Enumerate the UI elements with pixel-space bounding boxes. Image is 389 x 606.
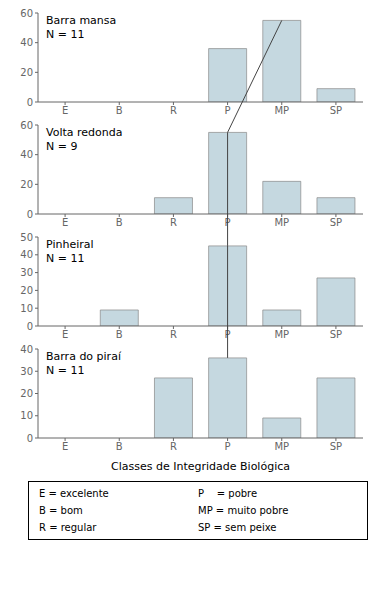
svg-text:P: P	[225, 217, 231, 228]
html-text:P = pobre: P = pobre	[198, 488, 258, 499]
svg-text:R: R	[170, 441, 177, 452]
svg-text:SP: SP	[330, 217, 342, 228]
html-text:Barra mansa: Barra mansa	[46, 14, 117, 27]
svg-text:R: R	[170, 105, 177, 116]
svg-text:B: B	[116, 329, 123, 340]
svg-text:40: 40	[20, 249, 33, 260]
svg-text:B: B	[116, 217, 123, 228]
svg-text:30: 30	[20, 267, 33, 278]
svg-text:SP: SP	[330, 329, 342, 340]
html-text:Volta redonda: Volta redonda	[46, 126, 123, 139]
html-text:Pinheiral: Pinheiral	[46, 238, 94, 251]
svg-text:0: 0	[27, 209, 33, 220]
svg-text:P: P	[225, 329, 231, 340]
svg-text:0: 0	[27, 97, 33, 108]
svg-text:MP: MP	[274, 105, 289, 116]
html-text:N = 11: N = 11	[46, 28, 85, 41]
svg-text:P: P	[225, 105, 231, 116]
html-text:Barra do piraí: Barra do piraí	[46, 350, 121, 363]
svg-text:B: B	[116, 441, 123, 452]
html-text:Classes de Integridade Biológi: Classes de Integridade Biológica	[111, 460, 290, 473]
svg-text:20: 20	[20, 179, 33, 190]
svg-text:E: E	[62, 441, 68, 452]
svg-text:E: E	[62, 217, 68, 228]
svg-text:SP: SP	[330, 105, 342, 116]
svg-text:30: 30	[20, 366, 33, 377]
svg-text:40: 40	[20, 37, 33, 48]
svg-text:20: 20	[20, 388, 33, 399]
svg-text:MP: MP	[274, 329, 289, 340]
html-text:MP = muito pobre: MP = muito pobre	[198, 505, 289, 516]
svg-text:P: P	[225, 441, 231, 452]
html-text:N = 11: N = 11	[46, 252, 85, 265]
svg-text:60: 60	[20, 120, 33, 131]
svg-text:MP: MP	[274, 217, 289, 228]
svg-text:SP: SP	[330, 441, 342, 452]
svg-text:20: 20	[20, 285, 33, 296]
svg-text:E: E	[62, 329, 68, 340]
svg-text:40: 40	[20, 344, 33, 355]
html-text:R = regular: R = regular	[39, 522, 97, 533]
svg-text:0: 0	[27, 433, 33, 444]
svg-text:20: 20	[20, 67, 33, 78]
html-text:SP = sem peixe: SP = sem peixe	[198, 522, 277, 533]
html-text:B = bom: B = bom	[39, 505, 83, 516]
svg-text:40: 40	[20, 149, 33, 160]
svg-text:10: 10	[20, 410, 33, 421]
svg-text:E: E	[62, 105, 68, 116]
svg-text:10: 10	[20, 303, 33, 314]
svg-text:0: 0	[27, 321, 33, 332]
svg-text:MP: MP	[274, 441, 289, 452]
html-text:N = 11: N = 11	[46, 364, 85, 377]
html-text:N = 9: N = 9	[46, 140, 78, 153]
svg-text:B: B	[116, 105, 123, 116]
svg-text:R: R	[170, 217, 177, 228]
svg-text:R: R	[170, 329, 177, 340]
svg-text:50: 50	[20, 232, 33, 243]
html-text:E = excelente: E = excelente	[39, 488, 109, 499]
svg-text:60: 60	[20, 8, 33, 19]
